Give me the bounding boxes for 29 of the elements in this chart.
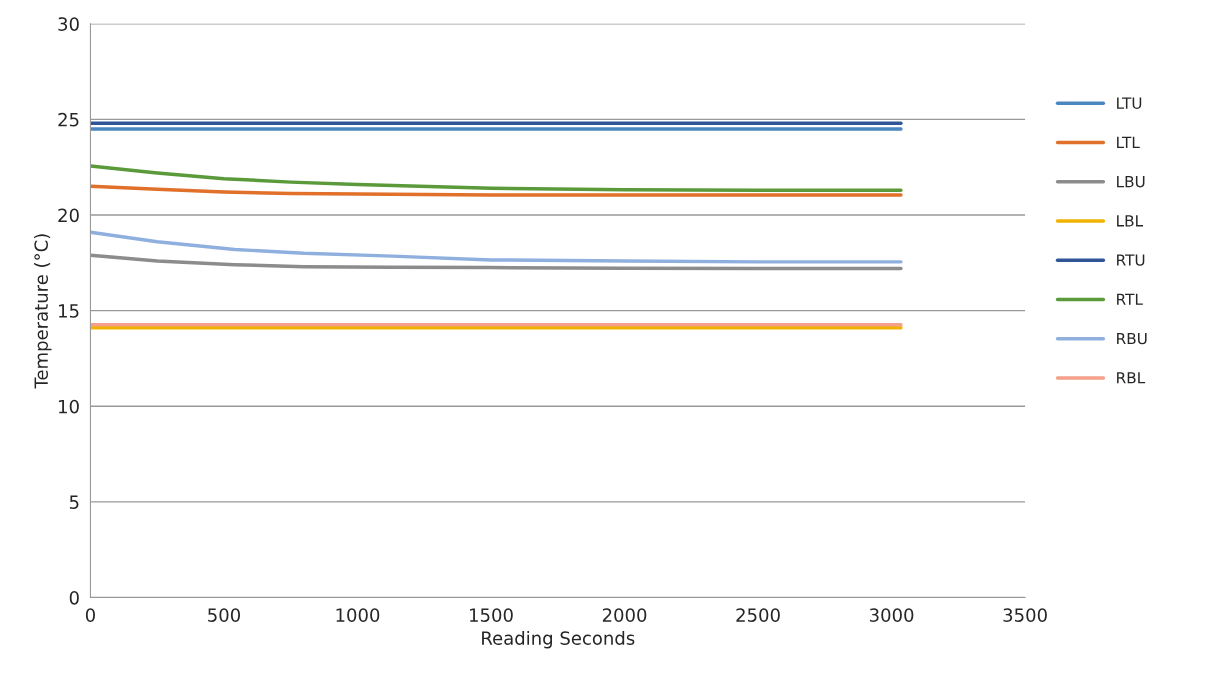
- legend-label: RTU: [1117, 254, 1145, 266]
- line-series: [90, 184, 903, 197]
- legend-label: LTU: [1117, 97, 1142, 109]
- y-axis-title: Temperature (°C): [34, 234, 52, 389]
- legend-label: LTL: [1117, 136, 1140, 148]
- y-tick-label: 10: [59, 399, 79, 414]
- legend-label: RBU: [1117, 332, 1147, 345]
- x-tick-label: 3000: [869, 608, 914, 622]
- legend-label: RTL: [1117, 293, 1143, 305]
- y-tick-label: 25: [58, 112, 79, 127]
- x-tick-label: 0: [85, 608, 95, 622]
- x-tick-label: 1500: [470, 608, 513, 622]
- x-tick-label: 3500: [1003, 608, 1047, 622]
- x-tick-label: 500: [208, 608, 240, 622]
- x-tick-label: 2500: [736, 608, 780, 622]
- line-series: [90, 230, 903, 264]
- y-tick-label: 20: [58, 208, 79, 223]
- legend-label: LBL: [1117, 215, 1144, 227]
- y-tick-label: 0: [69, 590, 79, 605]
- x-tick-label: 2000: [602, 608, 647, 622]
- y-tick-label: 30: [58, 17, 79, 31]
- legend-label: LBU: [1117, 176, 1145, 188]
- y-tick-label: 5: [69, 495, 79, 510]
- x-axis-title: Reading Seconds: [482, 630, 635, 649]
- y-tick-label: 15: [59, 304, 79, 318]
- legend-label: RBL: [1117, 372, 1146, 384]
- x-tick-label: 1000: [336, 608, 380, 622]
- line-series: [90, 164, 903, 192]
- line-series: [90, 253, 903, 271]
